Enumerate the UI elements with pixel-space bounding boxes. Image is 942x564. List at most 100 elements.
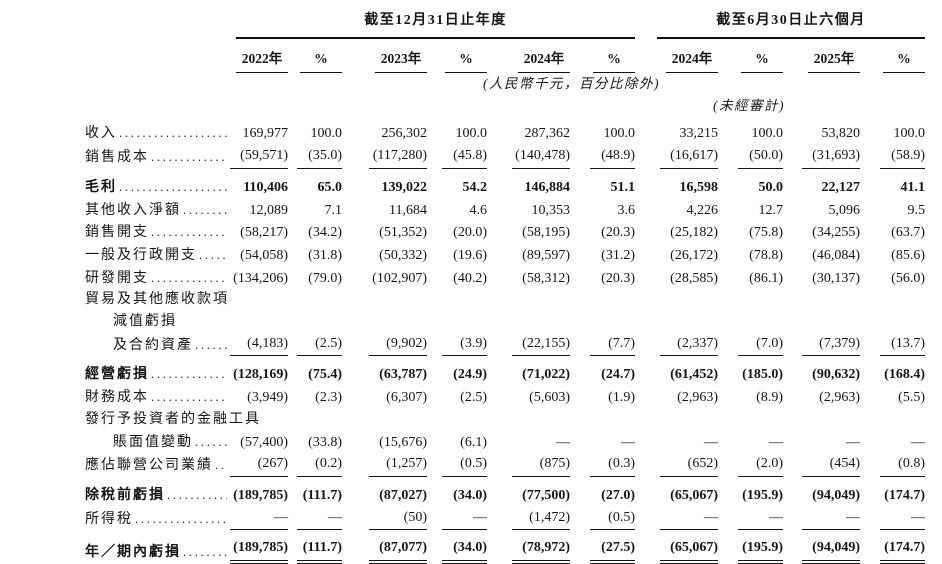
cell-value: (168.4) — [884, 367, 925, 383]
cell-value: 100.0 — [455, 126, 488, 142]
cell-value: (31.2) — [601, 247, 635, 263]
cell-value: 4,226 — [686, 202, 719, 218]
table-row: 發行予投資者的金融工具 — [85, 409, 925, 431]
row-label-cell: 財務成本 — [85, 386, 230, 409]
cell-value: (26,172) — [670, 247, 718, 263]
cell-value: (65,067) — [635, 530, 718, 564]
cell-value: — — [556, 434, 570, 450]
cell-value: 100.0 — [751, 126, 784, 142]
row-label: 收入 — [85, 126, 117, 142]
dot-leader — [149, 363, 227, 386]
cell-value: (48.9) — [570, 145, 635, 169]
cell-value: (7.0) — [718, 333, 783, 357]
table-row: 研發開支 (134,206) (79.0) (102,907) (40.2) (58,31… — [85, 267, 925, 290]
cell-value: (24.9) — [453, 367, 487, 383]
table-row: 收入 169,977 100.0 256,302 100.0 287,362 100.0 33… — [85, 117, 925, 145]
cell-value: — — [718, 507, 783, 531]
table-row: 所得稅——(50)—(1,472)(0.5)———— — [85, 507, 925, 531]
cell-value: (35.0) — [288, 145, 342, 169]
cell-value: — — [621, 434, 635, 450]
col-header-label: % — [445, 48, 487, 74]
cell-value: (75.8) — [749, 225, 783, 241]
cell-value: 33,215 — [679, 126, 719, 142]
cell-value: (34.0) — [453, 487, 487, 503]
cell-value: (117,280) — [342, 145, 427, 169]
empty-cell — [230, 409, 925, 431]
col-header-pct: % — [288, 39, 342, 74]
empty-cell — [230, 311, 925, 333]
cell-value: (6,307) — [386, 390, 427, 406]
row-label-cell: 應佔聯營公司業績 — [85, 453, 230, 477]
col-header-label: % — [593, 48, 635, 74]
cell-value: (89,597) — [522, 247, 570, 263]
cell-value: 146,884 — [524, 179, 571, 195]
interim-period-group: 截至6月30日止六個月 — [635, 10, 925, 39]
col-header-label: 2022年 — [236, 48, 288, 74]
cell-value: (71,022) — [522, 367, 570, 383]
cell-value: (56.0) — [891, 270, 925, 286]
cell-value: 256,302 — [381, 126, 428, 142]
cell-value: (1,257) — [342, 453, 427, 477]
cell-value: 9.5 — [907, 202, 926, 218]
dot-leader — [149, 221, 227, 244]
empty-cell — [230, 289, 925, 311]
dot-leader — [149, 386, 227, 409]
table-row: 財務成本 (3,949) (2.3) (6,307) (2.5) (5,603) (1.9)… — [85, 386, 925, 409]
cell-value: 287,362 — [524, 126, 571, 142]
col-header-label: 2024年 — [518, 48, 570, 74]
cell-value: (2,963) — [819, 390, 860, 406]
unaudited-note-cell: (未經審計) — [85, 95, 925, 117]
dot-leader — [181, 199, 227, 222]
cell-value: (0.8) — [860, 453, 925, 477]
label-column-spacer — [85, 10, 230, 39]
table-row: 毛利 110,406 65.0 139,022 54.2 146,884 51.1 16,59… — [85, 169, 925, 199]
cell-value: (27.0) — [601, 487, 635, 503]
cell-value: (25,182) — [670, 225, 718, 241]
cell-value: (22,155) — [487, 333, 570, 357]
cell-value: (1.9) — [608, 390, 635, 406]
financial-statement-page: 截至12月31日止年度 截至6月30日止六個月 2022年 % 2023年 % … — [0, 10, 942, 564]
cell-value: (15,676) — [379, 434, 427, 450]
row-label-cell: 銷售開支 — [85, 221, 230, 244]
cell-value: (45.8) — [427, 145, 487, 169]
cell-value: (1,472) — [487, 507, 570, 531]
row-label: 銷售成本 — [85, 150, 149, 166]
col-header-pct: % — [427, 39, 487, 74]
cell-value: (128,169) — [233, 367, 288, 383]
dot-leader — [117, 122, 227, 145]
cell-value: (78,972) — [487, 530, 570, 564]
table-row: 年／期內虧損 (189,785)(111.7)(87,077)(34.0)(78,… — [85, 530, 925, 564]
cell-value: (140,478) — [487, 145, 570, 169]
cell-value: (34,255) — [812, 225, 860, 241]
cell-value: 5,096 — [828, 202, 861, 218]
row-label: 研發開支 — [85, 270, 149, 286]
cell-value: (102,907) — [372, 270, 427, 286]
cell-value: 41.1 — [900, 179, 926, 195]
dot-leader — [149, 267, 227, 290]
col-header-label: % — [300, 48, 342, 74]
row-label: 所得稅 — [85, 511, 133, 527]
cell-value: (65,067) — [670, 487, 718, 503]
cell-value: (6.1) — [460, 434, 487, 450]
unaudited-note: (未經審計) — [713, 98, 785, 114]
cell-value: (0.3) — [570, 453, 635, 477]
cell-value: (79.0) — [308, 270, 342, 286]
row-label: 銷售開支 — [85, 225, 149, 241]
row-label-cell: 毛利 — [85, 169, 230, 199]
cell-value: (58,312) — [522, 270, 570, 286]
dot-leader — [193, 334, 227, 357]
cell-value: 11,684 — [389, 202, 427, 218]
cell-value: — — [230, 507, 288, 531]
row-label-cell: 除稅前虧損 — [85, 477, 230, 507]
cell-value: (111.7) — [288, 530, 342, 564]
cell-value: (77,500) — [522, 487, 570, 503]
cell-value: (34.0) — [427, 530, 487, 564]
cell-value: (2.0) — [718, 453, 783, 477]
dot-leader — [197, 244, 227, 267]
cell-value: (174.7) — [884, 487, 925, 503]
cell-value: 4.6 — [469, 202, 488, 218]
cell-value: (87,077) — [342, 530, 427, 564]
cell-value: (875) — [487, 453, 570, 477]
cell-value: (454) — [783, 453, 860, 477]
cell-value: (58,217) — [240, 225, 288, 241]
